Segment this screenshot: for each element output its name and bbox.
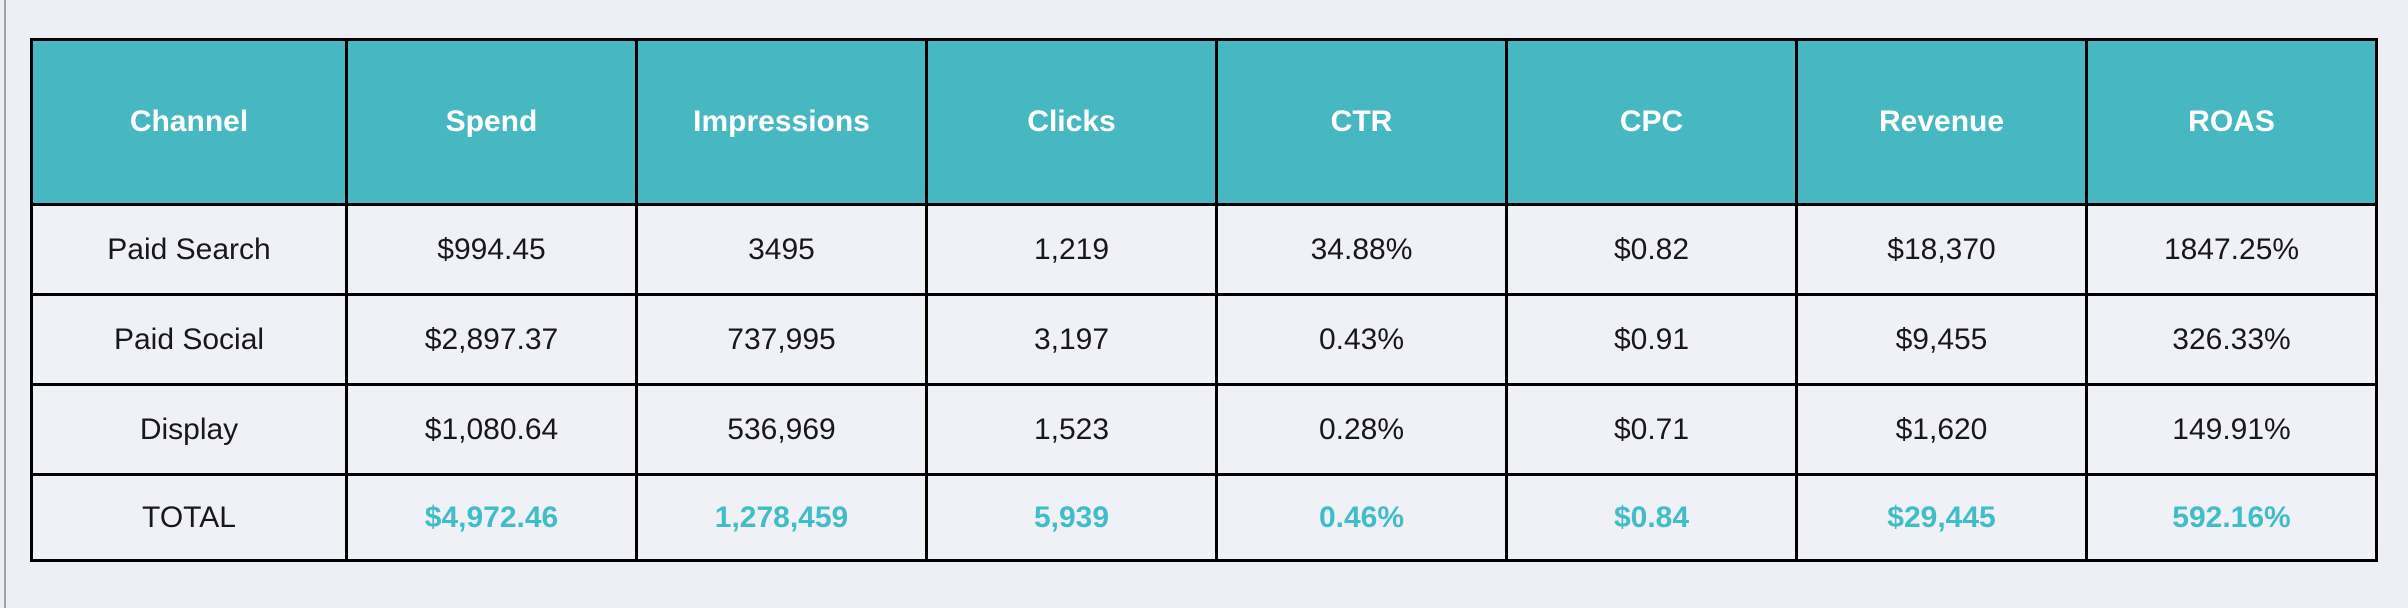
table-cell: $2,897.37 — [345, 293, 638, 386]
table-row-paid-search: Paid Search $994.45 3495 1,219 34.88% $0.82 $1… — [30, 203, 2378, 296]
column-header-spend: Spend — [345, 38, 638, 206]
window-edge-line — [4, 0, 6, 608]
table-row-display: Display $1,080.64 536,969 1,523 0.28% $0.71 $1… — [30, 383, 2378, 476]
table-cell: 592.16% — [2085, 473, 2378, 562]
channel-cell: Paid Search — [30, 203, 348, 296]
column-header-roas: ROAS — [2085, 38, 2378, 206]
column-header-clicks: Clicks — [925, 38, 1218, 206]
table-body: Paid Search $994.45 3495 1,219 34.88% $0.82 $1… — [30, 203, 2378, 562]
table-cell: 1847.25% — [2085, 203, 2378, 296]
table-cell: 0.43% — [1215, 293, 1508, 386]
column-header-channel: Channel — [30, 38, 348, 206]
table-cell: 149.91% — [2085, 383, 2378, 476]
table-cell: 1,219 — [925, 203, 1218, 296]
table-cell: $9,455 — [1795, 293, 2088, 386]
channel-cell: Display — [30, 383, 348, 476]
table-cell: 326.33% — [2085, 293, 2378, 386]
table-cell: 1,278,459 — [635, 473, 928, 562]
table-cell: 737,995 — [635, 293, 928, 386]
channel-cell: Paid Social — [30, 293, 348, 386]
table-cell: 0.46% — [1215, 473, 1508, 562]
table-cell: $18,370 — [1795, 203, 2088, 296]
table-cell: 5,939 — [925, 473, 1218, 562]
table-cell: $0.71 — [1505, 383, 1798, 476]
table-cell: $0.91 — [1505, 293, 1798, 386]
column-header-cpc: CPC — [1505, 38, 1798, 206]
table-cell: $1,620 — [1795, 383, 2088, 476]
table-cell: $1,080.64 — [345, 383, 638, 476]
table-row-paid-social: Paid Social $2,897.37 737,995 3,197 0.43% $0.… — [30, 293, 2378, 386]
table-cell: 3,197 — [925, 293, 1218, 386]
table-cell: $4,972.46 — [345, 473, 638, 562]
table-cell: 34.88% — [1215, 203, 1508, 296]
table-cell: $29,445 — [1795, 473, 2088, 562]
column-header-revenue: Revenue — [1795, 38, 2088, 206]
channel-metrics-table: Channel Spend Impressions Clicks CTR CPC Reven… — [30, 38, 2378, 562]
table-cell: 3495 — [635, 203, 928, 296]
table-cell: $0.82 — [1505, 203, 1798, 296]
table-cell: $0.84 — [1505, 473, 1798, 562]
header-row: Channel Spend Impressions Clicks CTR CPC Reven… — [30, 38, 2378, 206]
column-header-impressions: Impressions — [635, 38, 928, 206]
column-header-ctr: CTR — [1215, 38, 1508, 206]
channel-cell: TOTAL — [30, 473, 348, 562]
table-cell: 0.28% — [1215, 383, 1508, 476]
table-cell: 536,969 — [635, 383, 928, 476]
table-row-total: TOTAL $4,972.46 1,278,459 5,939 0.46% $0.84 $2… — [30, 473, 2378, 562]
table-cell: 1,523 — [925, 383, 1218, 476]
table-cell: $994.45 — [345, 203, 638, 296]
